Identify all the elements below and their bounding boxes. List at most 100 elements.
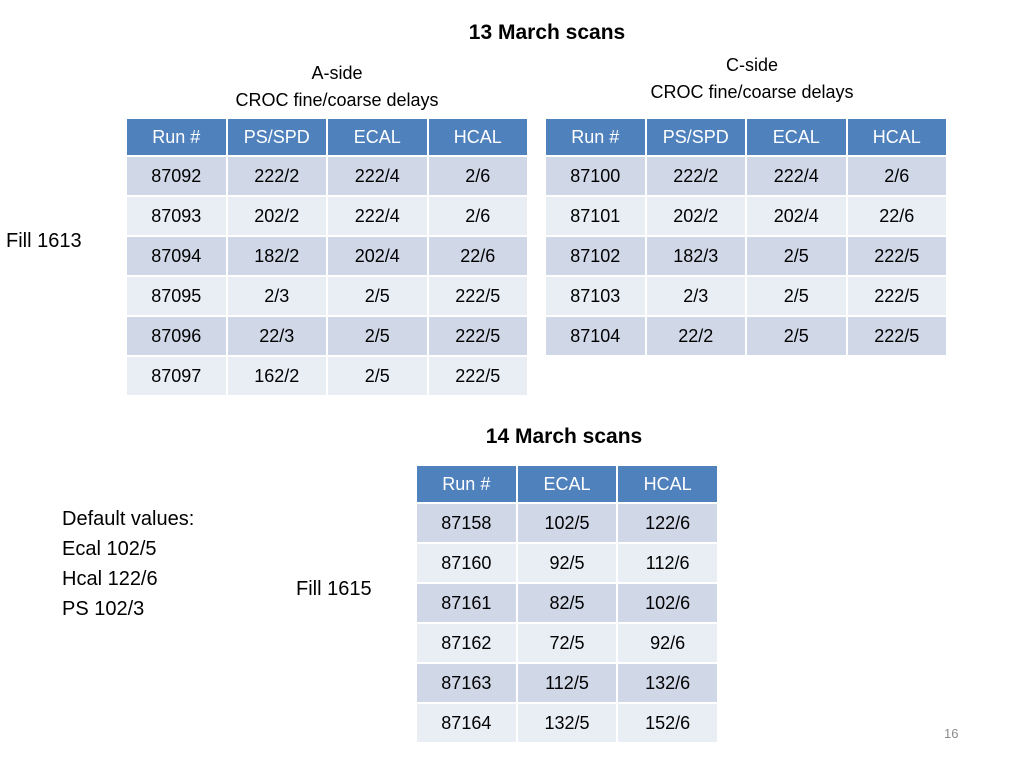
table-cell: 82/5 [515, 582, 619, 624]
table-cell: 92/5 [515, 542, 619, 584]
a-side-caption: A-side CROC fine/coarse delays [187, 60, 487, 114]
table-header-row: Run # PS/SPD ECAL HCAL [544, 117, 948, 157]
table-cell: 87161 [415, 582, 518, 624]
table-row: 87160 92/5 112/6 [415, 542, 719, 584]
table-row: 87100 222/2 222/4 2/6 [544, 155, 948, 197]
table-row: 87161 82/5 102/6 [415, 582, 719, 624]
table-cell: 202/4 [745, 195, 848, 237]
table-row: 87097 162/2 2/5 222/5 [125, 355, 529, 397]
table-row: 87163 112/5 132/6 [415, 662, 719, 704]
table-cell: 222/5 [845, 235, 948, 277]
table-row: 87093 202/2 222/4 2/6 [125, 195, 529, 237]
fill-1613-label: Fill 1613 [6, 230, 82, 252]
table-row: 87158 102/5 122/6 [415, 502, 719, 544]
table-row: 87092 222/2 222/4 2/6 [125, 155, 529, 197]
table-cell: 2/6 [426, 155, 529, 197]
table-cell: 222/4 [326, 195, 429, 237]
table-cell: 202/4 [326, 235, 429, 277]
table-row: 87096 22/3 2/5 222/5 [125, 315, 529, 357]
table-row: 87101 202/2 202/4 22/6 [544, 195, 948, 237]
column-header: ECAL [326, 117, 429, 157]
table-cell: 87095 [125, 275, 228, 317]
table-cell: 87104 [544, 315, 647, 357]
table-cell: 92/6 [616, 622, 719, 664]
column-header: ECAL [745, 117, 848, 157]
table-cell: 2/5 [745, 235, 848, 277]
table-cell: 87094 [125, 235, 228, 277]
table-cell: 202/2 [644, 195, 747, 237]
a-side-label: A-side [311, 63, 363, 83]
table-cell: 162/2 [225, 355, 328, 397]
table-row: 87164 132/5 152/6 [415, 702, 719, 744]
table-cell: 2/5 [745, 315, 848, 357]
table-cell: 122/6 [616, 502, 719, 544]
table-cell: 222/5 [426, 315, 529, 357]
column-header: Run # [544, 117, 647, 157]
table-cell: 87158 [415, 502, 518, 544]
table-cell: 182/3 [644, 235, 747, 277]
table-cell: 87102 [544, 235, 647, 277]
table-cell: 72/5 [515, 622, 619, 664]
table-cell: 22/2 [644, 315, 747, 357]
c-side-label: C-side [725, 55, 778, 75]
table-header-row: Run # ECAL HCAL [415, 464, 719, 504]
column-header: HCAL [426, 117, 529, 157]
c-side-subtitle: CROC fine/coarse delays [650, 82, 854, 102]
table-cell: 222/2 [225, 155, 328, 197]
table-cell: 222/4 [326, 155, 429, 197]
default-values-heading: Default values: [62, 508, 195, 530]
table-cell: 222/5 [426, 355, 529, 397]
column-header: Run # [415, 464, 518, 504]
table-cell: 222/5 [845, 315, 948, 357]
default-hcal: Hcal 122/6 [62, 568, 158, 590]
table-cell: 22/6 [845, 195, 948, 237]
table-cell: 87101 [544, 195, 647, 237]
column-header: HCAL [845, 117, 948, 157]
table-cell: 132/5 [515, 702, 619, 744]
table-cell: 222/4 [745, 155, 848, 197]
default-values: Default values: Ecal 102/5 Hcal 122/6 PS… [62, 504, 194, 624]
column-header: PS/SPD [644, 117, 747, 157]
table-row: 87102 182/3 2/5 222/5 [544, 235, 948, 277]
table-cell: 2/3 [225, 275, 328, 317]
column-header: ECAL [515, 464, 619, 504]
table-cell: 87096 [125, 315, 228, 357]
table-cell: 87097 [125, 355, 228, 397]
table-cell: 22/3 [225, 315, 328, 357]
table-cell: 2/5 [326, 315, 429, 357]
title-13-march: 13 March scans [468, 21, 626, 44]
column-header: PS/SPD [225, 117, 328, 157]
table-cell: 182/2 [225, 235, 328, 277]
table-cell: 2/6 [426, 195, 529, 237]
page-number: 16 [944, 726, 959, 741]
table-cell: 2/5 [745, 275, 848, 317]
table-row: 87162 72/5 92/6 [415, 622, 719, 664]
table-cell: 222/5 [845, 275, 948, 317]
table-cell: 87162 [415, 622, 518, 664]
c-side-table: Run # PS/SPD ECAL HCAL 87100 222/2 222/4 2/6 871… [544, 117, 948, 357]
column-header: HCAL [616, 464, 719, 504]
table-row: 87104 22/2 2/5 222/5 [544, 315, 948, 357]
table-cell: 202/2 [225, 195, 328, 237]
table-cell: 87103 [544, 275, 647, 317]
table-cell: 222/2 [644, 155, 747, 197]
table-cell: 2/5 [326, 355, 429, 397]
table-cell: 87160 [415, 542, 518, 584]
table-row: 87103 2/3 2/5 222/5 [544, 275, 948, 317]
c-side-caption: C-side CROC fine/coarse delays [602, 52, 902, 106]
a-side-subtitle: CROC fine/coarse delays [235, 90, 439, 110]
table-cell: 112/5 [515, 662, 619, 704]
default-ecal: Ecal 102/5 [62, 538, 157, 560]
table-row: 87094 182/2 202/4 22/6 [125, 235, 529, 277]
title-14-march: 14 March scans [485, 425, 643, 448]
table-cell: 2/5 [326, 275, 429, 317]
default-ps: PS 102/3 [62, 598, 145, 620]
table-cell: 22/6 [426, 235, 529, 277]
column-header: Run # [125, 117, 228, 157]
table-cell: 87092 [125, 155, 228, 197]
table-cell: 2/3 [644, 275, 747, 317]
table-cell: 112/6 [616, 542, 719, 584]
a-side-table: Run # PS/SPD ECAL HCAL 87092 222/2 222/4 2/6 870… [125, 117, 529, 397]
table-cell: 87164 [415, 702, 518, 744]
table-cell: 87093 [125, 195, 228, 237]
